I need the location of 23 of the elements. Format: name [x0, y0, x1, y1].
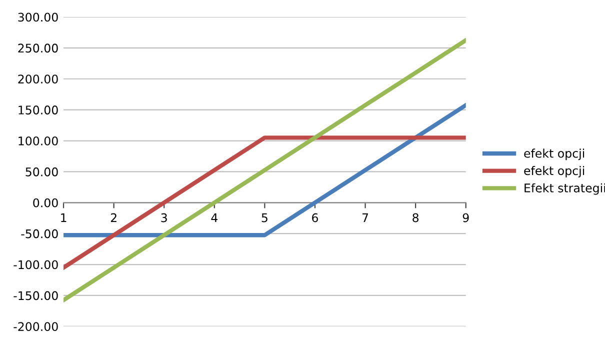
y-tick-label: 0.00: [33, 198, 58, 208]
x-tick-label: 5: [262, 213, 268, 222]
x-tick-label: 9: [462, 213, 469, 222]
y-tick-label: -200.00: [14, 322, 58, 332]
y-tick-label: -100.00: [14, 260, 58, 270]
x-tick-label: 4: [211, 213, 218, 222]
y-tick-label: 250.00: [18, 44, 58, 53]
y-tick-label: 300.00: [18, 12, 58, 22]
y-tick-label: -150.00: [14, 291, 58, 300]
y-tick-label: 100.00: [18, 136, 58, 146]
x-tick-label: 2: [110, 213, 116, 222]
x-tick-label: 6: [312, 213, 318, 222]
legend-label: Efekt strategii: [524, 183, 605, 195]
legend-label: efekt opcji: [524, 148, 584, 160]
legend-label: efekt opcji: [524, 166, 584, 178]
x-tick-label: 7: [362, 213, 368, 222]
y-tick-label: 200.00: [18, 74, 58, 84]
y-tick-label: -50.00: [21, 229, 58, 238]
x-tick-label: 1: [61, 213, 66, 222]
x-tick-label: 3: [161, 213, 167, 222]
y-tick-label: 50.00: [26, 167, 58, 176]
y-tick-label: 150.00: [18, 106, 58, 114]
x-tick-label: 8: [412, 213, 419, 222]
